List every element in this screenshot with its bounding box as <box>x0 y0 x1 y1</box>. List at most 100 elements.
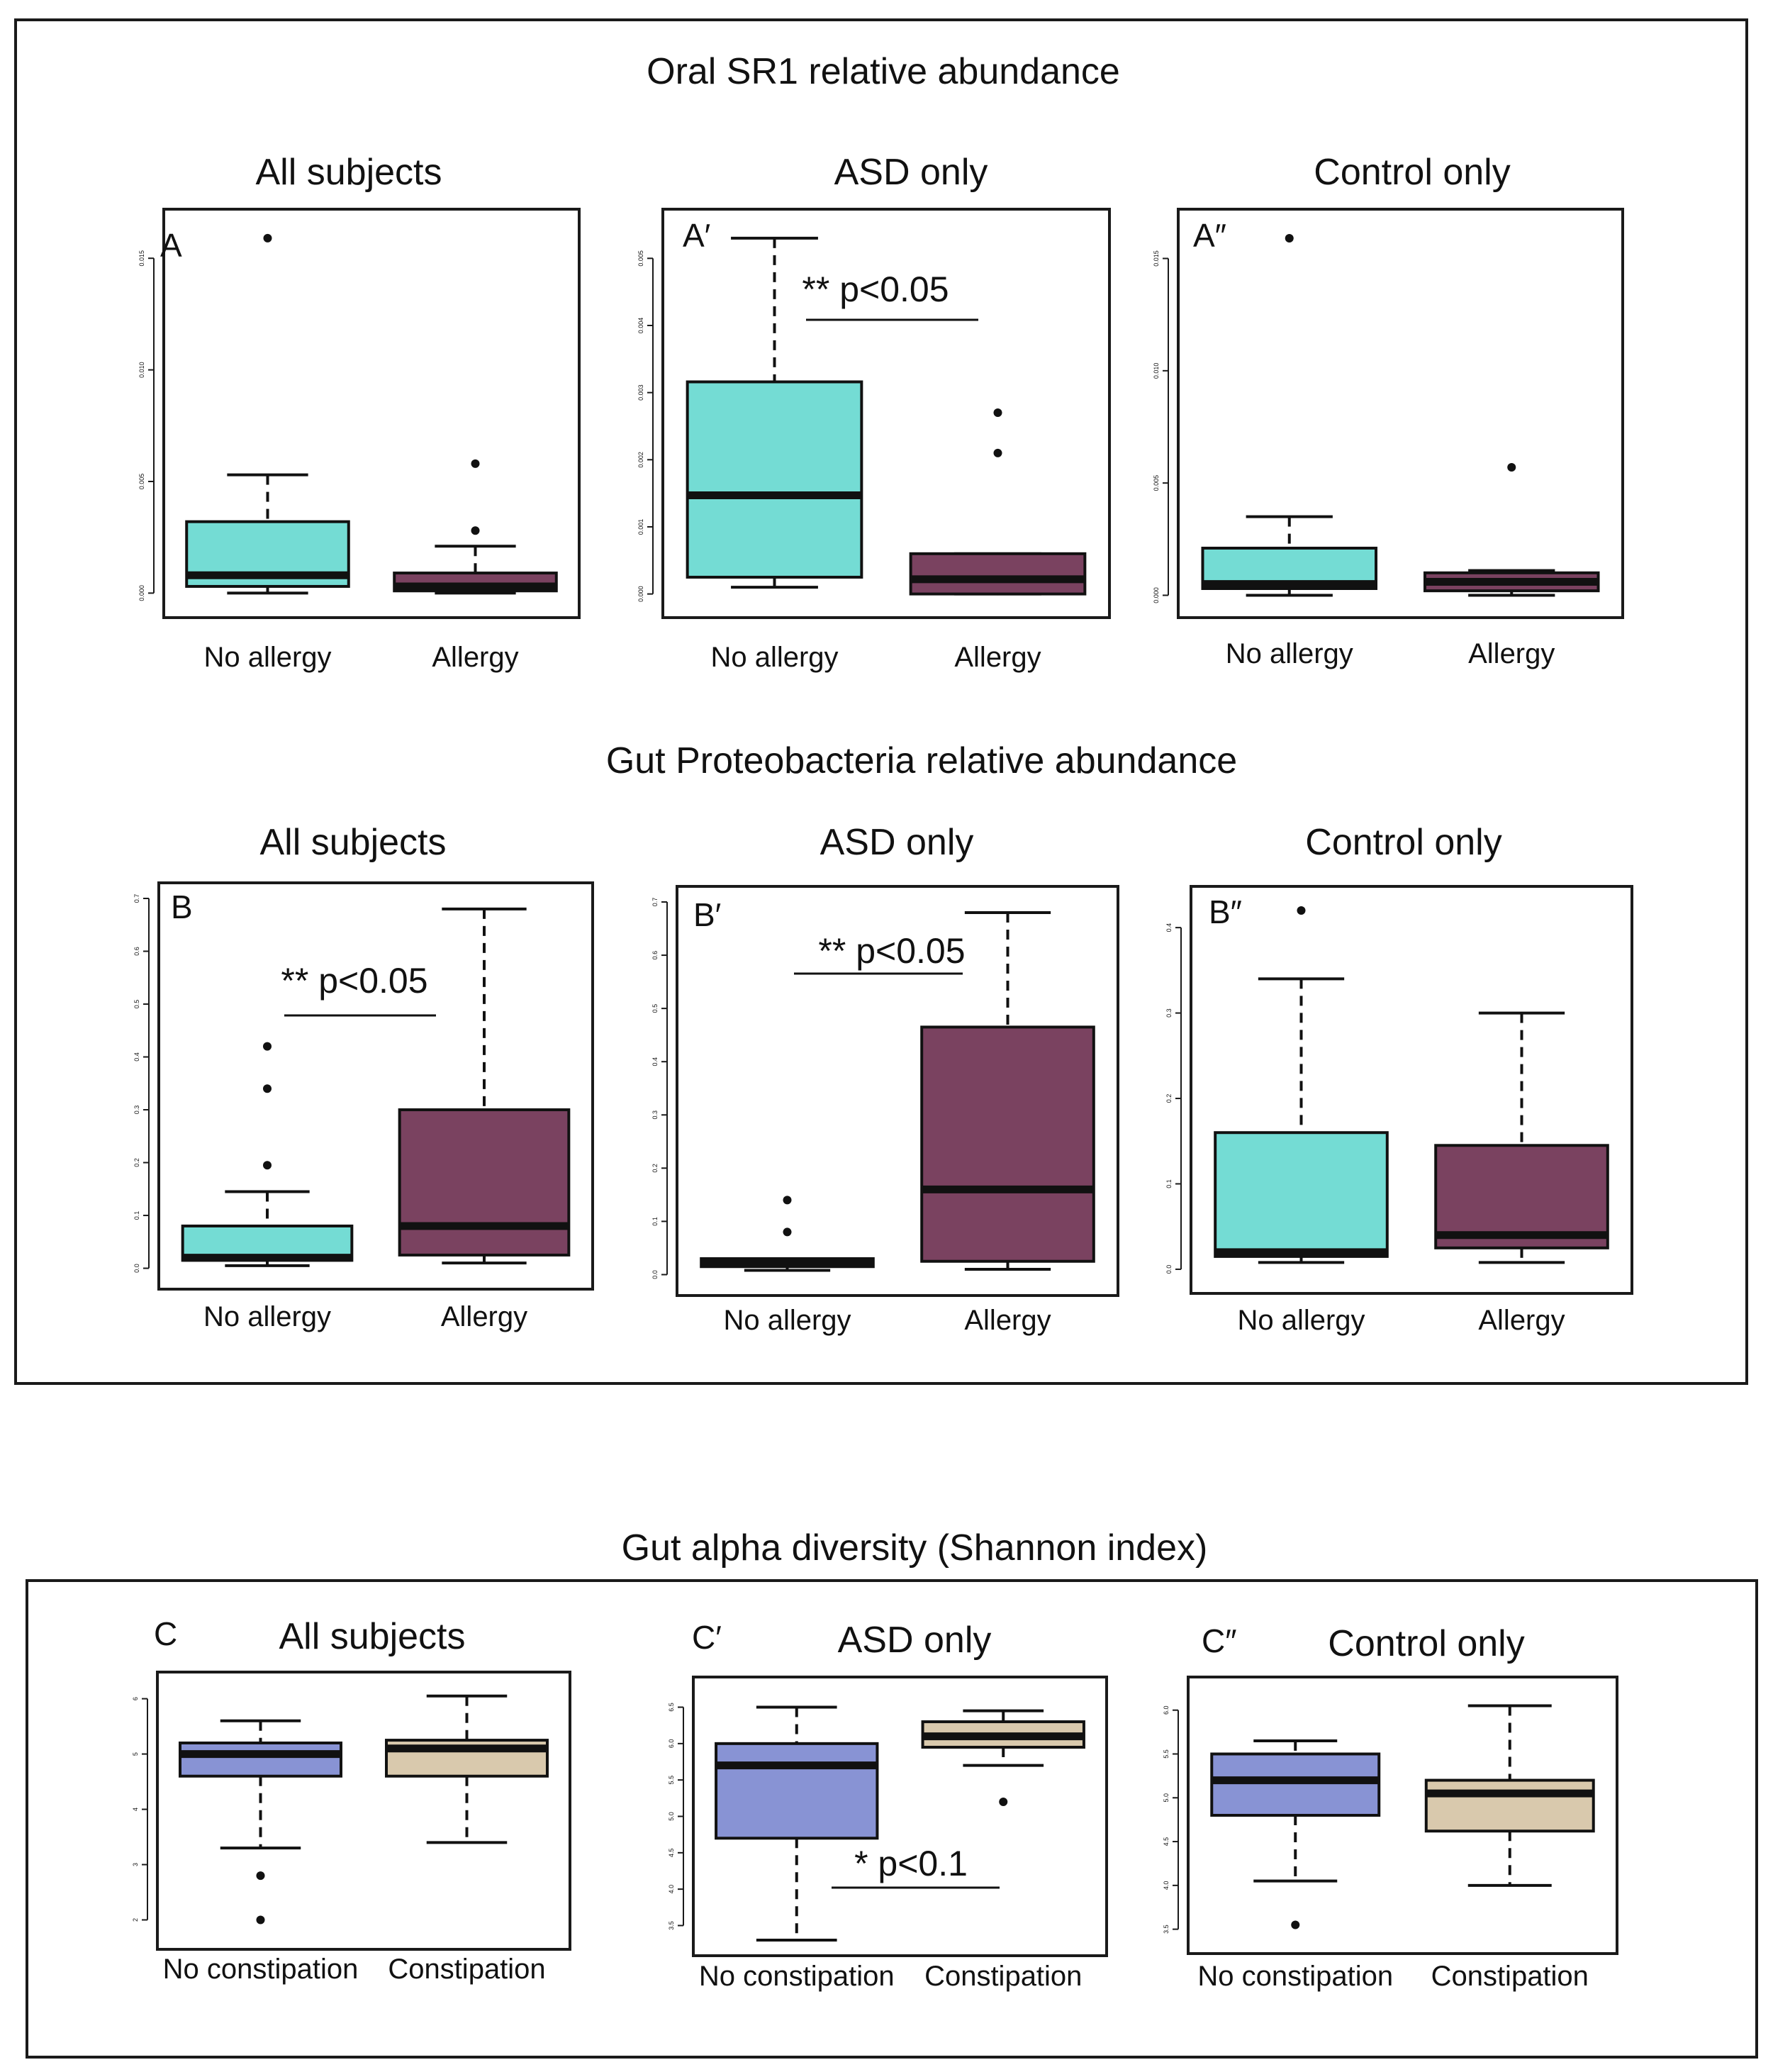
y-tick-label: 0.5 <box>133 1000 140 1009</box>
plot-a: 0.000 0.005 0.010 0.015 No allergy Allergy A <box>138 208 581 673</box>
y-tick-label: 4.0 <box>668 1885 675 1894</box>
panel-label: C <box>154 1615 177 1652</box>
y-tick-label: 0.005 <box>1153 475 1160 491</box>
y-tick-label: 0.002 <box>637 452 644 468</box>
y-tick-label: 0.2 <box>1165 1094 1173 1103</box>
box-no-constipation <box>715 1705 879 1942</box>
y-tick-label: 0.3 <box>651 1110 659 1120</box>
outlier-point <box>263 233 272 243</box>
plot-frame <box>692 1676 1108 1957</box>
panel-title: ASD only <box>834 152 988 193</box>
plot-c: 2 3 4 5 6 No constipation Constipation C <box>132 1615 571 1985</box>
y-tick-label: 0.004 <box>637 318 644 334</box>
outlier-point <box>256 1915 265 1925</box>
box-iqr <box>909 552 1087 596</box>
plot-b-prime: 0.0 0.1 0.2 0.3 0.4 0.5 0.6 0.7 No allergy Allerg… <box>651 885 1119 1336</box>
outlier-point <box>1297 906 1306 915</box>
panel-b: All subjects 0.0 0.1 0.2 0.3 0.4 0.5 0.6 0.7 No … <box>133 822 594 1332</box>
plot-frame <box>157 881 594 1291</box>
box-no-allergy <box>686 236 863 589</box>
y-tick-label: 0.6 <box>651 951 659 960</box>
panel-label: B′ <box>693 896 721 933</box>
outlier-point <box>783 1196 792 1205</box>
significance-annotation: * p<0.1 <box>854 1844 968 1883</box>
y-tick-label: 0.005 <box>637 250 644 267</box>
panel-a: All subjects 0.000 0.005 0.010 0.015 No alle… <box>138 152 581 673</box>
significance-annotation: ** p<0.05 <box>802 269 949 309</box>
y-tick-label: 0.5 <box>651 1004 659 1013</box>
panel-label: C″ <box>1202 1622 1237 1659</box>
box-allergy <box>920 911 1095 1271</box>
category-label: Allergy <box>1468 638 1555 669</box>
y-tick-label: 4.5 <box>1163 1837 1170 1847</box>
box-no-constipation <box>179 1719 342 1925</box>
y-tick-label: 4.0 <box>1163 1881 1170 1890</box>
category-label: No allergy <box>723 1305 851 1336</box>
box-iqr <box>715 1742 879 1840</box>
y-tick-label: 0.4 <box>651 1057 659 1066</box>
panel-title: ASD only <box>820 822 974 863</box>
category-label: No allergy <box>203 1301 331 1332</box>
y-tick-label: 4.5 <box>668 1849 675 1858</box>
outlier-point <box>1291 1920 1300 1929</box>
panel-title: All subjects <box>260 822 447 863</box>
category-label: No allergy <box>1226 638 1353 669</box>
plot-b-double-prime: 0.0 0.1 0.2 0.3 0.4 No allergy Allergy B″ <box>1165 885 1633 1336</box>
panel-b-double-prime: Control only 0.0 0.1 0.2 0.3 0.4 No allergy Al… <box>1165 822 1633 1336</box>
box-iqr <box>1210 1752 1381 1817</box>
y-tick-label: 0.7 <box>651 898 659 907</box>
y-tick-label: 3.5 <box>668 1921 675 1930</box>
category-label: No allergy <box>203 642 331 673</box>
significance-annotation: ** p<0.05 <box>281 961 427 1001</box>
panel-a-prime: ASD only 0.000 0.001 0.002 0.003 0.004 0.005 N… <box>637 152 1111 673</box>
panel-title: All subjects <box>256 152 442 193</box>
y-tick-label: 0.000 <box>138 585 145 601</box>
box-iqr <box>1434 1144 1609 1249</box>
y-tick-label: 0.0 <box>1165 1265 1173 1274</box>
box-allergy <box>393 459 558 595</box>
y-tick-label: 2 <box>132 1918 139 1922</box>
y-tick-label: 4 <box>132 1808 139 1811</box>
plot-a-prime: 0.000 0.001 0.002 0.003 0.004 0.005 No allergy… <box>637 208 1111 673</box>
y-tick-label: 6 <box>132 1697 139 1700</box>
plot-b: 0.0 0.1 0.2 0.3 0.4 0.5 0.6 0.7 No allergy Allerg… <box>133 881 594 1332</box>
y-tick-label: 0.001 <box>637 519 644 535</box>
y-tick-label: 0.003 <box>637 384 644 401</box>
plot-frame <box>162 208 581 619</box>
y-tick-label: 5.0 <box>1163 1793 1170 1803</box>
box-iqr <box>1424 1778 1595 1833</box>
box-allergy <box>1434 1011 1609 1264</box>
box-iqr <box>686 380 863 579</box>
y-tick-label: 3.5 <box>1163 1925 1170 1934</box>
outlier-point <box>993 448 1002 457</box>
outlier-point <box>783 1227 792 1237</box>
y-tick-label: 0.000 <box>637 586 644 602</box>
y-tick-label: 0.3 <box>133 1105 140 1115</box>
y-tick-label: 0.015 <box>1153 250 1160 267</box>
category-label: No constipation <box>699 1961 895 1992</box>
y-tick-label: 5 <box>132 1752 139 1756</box>
panel-label: A′ <box>683 217 710 254</box>
allergy-figure-frame <box>14 18 1748 1385</box>
y-tick-label: 0.0 <box>651 1270 659 1279</box>
outlier-point <box>256 1871 265 1881</box>
category-label: Allergy <box>441 1301 527 1332</box>
y-tick-label: 0.3 <box>1165 1008 1173 1018</box>
y-tick-label: 3 <box>132 1863 139 1866</box>
outlier-point <box>471 526 480 535</box>
panel-title: ASD only <box>838 1620 992 1661</box>
panel-b-prime: ASD only 0.0 0.1 0.2 0.3 0.4 0.5 0.6 0.7 No alle… <box>651 822 1119 1336</box>
outlier-point <box>263 1161 272 1170</box>
plot-frame <box>156 1671 571 1951</box>
category-label: No constipation <box>163 1954 359 1985</box>
y-tick-label: 5.0 <box>668 1812 675 1821</box>
y-tick-label: 0.4 <box>1165 923 1173 932</box>
gut-alpha-diversity-section-title: Gut alpha diversity (Shannon index) <box>622 1527 1208 1569</box>
panel-c-double-prime: Control only 3.5 4.0 4.5 5.0 5.5 6.0 No consti… <box>1163 1622 1618 1992</box>
y-tick-label: 0.4 <box>133 1052 140 1062</box>
panel-label: B <box>171 889 193 925</box>
y-tick-label: 6.0 <box>668 1739 675 1749</box>
y-tick-label: 6.5 <box>668 1703 675 1712</box>
box-no-constipation <box>1210 1739 1381 1929</box>
